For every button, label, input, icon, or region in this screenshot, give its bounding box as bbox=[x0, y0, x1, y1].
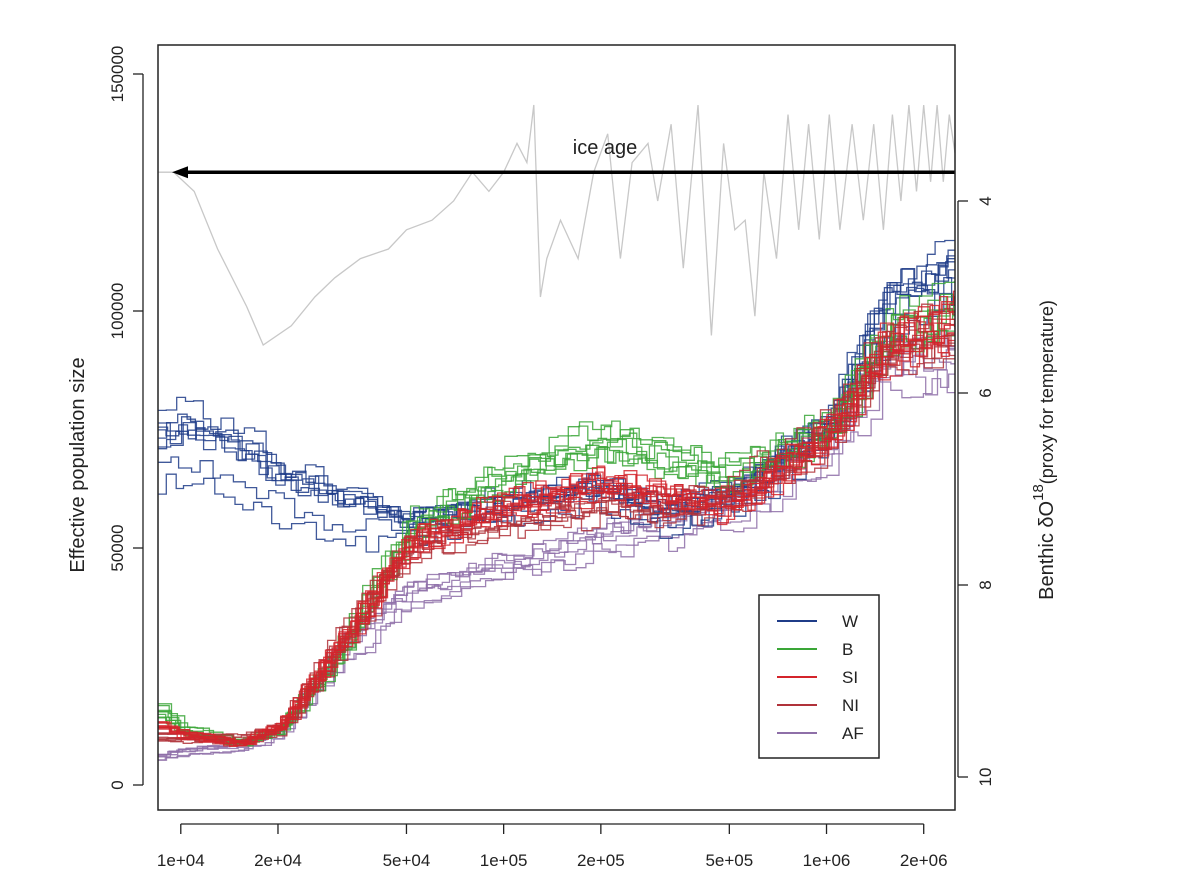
y2-axis-label-prefix: Benthic δO bbox=[1036, 501, 1058, 600]
x-tick-label: 2e+05 bbox=[577, 851, 625, 870]
plot-frame bbox=[157, 44, 956, 811]
series-si bbox=[158, 290, 956, 748]
x-tick-label: 1e+05 bbox=[480, 851, 528, 870]
axes: 0 50000 100000 150000 4 6 8 10 1e+04 2e+04 5e+04 1e… bbox=[108, 46, 995, 870]
y2-tick-label: 6 bbox=[976, 388, 995, 397]
series-w-replicate bbox=[158, 239, 955, 520]
x-tick-label: 2e+06 bbox=[900, 851, 948, 870]
y-tick-label: 100000 bbox=[108, 283, 127, 340]
y2-axis-label-suffix: (proxy for temperature) bbox=[1037, 300, 1057, 484]
x-tick-label: 1e+06 bbox=[803, 851, 851, 870]
ice-age-arrowhead bbox=[172, 166, 188, 179]
x-tick-label: 1e+04 bbox=[157, 851, 205, 870]
y2-axis-label: Benthic δO18(proxy for temperature) bbox=[1030, 300, 1058, 600]
legend-label-af: AF bbox=[842, 724, 864, 743]
y-tick-label: 0 bbox=[108, 780, 127, 789]
series-si-replicate bbox=[158, 330, 955, 745]
annotation-layer: ice age bbox=[172, 137, 955, 179]
y2-tick-label: 4 bbox=[976, 196, 995, 205]
legend-label-b: B bbox=[842, 640, 853, 659]
x-tick-label: 5e+04 bbox=[383, 851, 431, 870]
y-tick-label: 150000 bbox=[108, 46, 127, 103]
legend: WB SI NI AF bbox=[758, 594, 880, 759]
x-tick-label: 5e+05 bbox=[705, 851, 753, 870]
y2-tick-label: 8 bbox=[976, 580, 995, 589]
legend-label-si: SI bbox=[842, 668, 858, 687]
series-layer bbox=[158, 239, 956, 761]
ice-age-label: ice age bbox=[573, 137, 638, 159]
legend-label-ni: NI bbox=[842, 696, 859, 715]
y2-tick-label: 10 bbox=[976, 768, 995, 787]
y-tick-label: 50000 bbox=[108, 524, 127, 571]
temperature-proxy-series bbox=[158, 104, 956, 346]
series-si-replicate bbox=[158, 304, 955, 744]
series-si-replicate bbox=[158, 290, 955, 744]
temperature-proxy-line bbox=[158, 104, 956, 346]
legend-label-w: W bbox=[842, 612, 858, 631]
y-axis-label: Effective population size bbox=[67, 357, 89, 572]
y2-axis-label-superscript: 18 bbox=[1030, 484, 1047, 501]
x-tick-label: 2e+04 bbox=[254, 851, 302, 870]
series-w bbox=[158, 239, 955, 553]
